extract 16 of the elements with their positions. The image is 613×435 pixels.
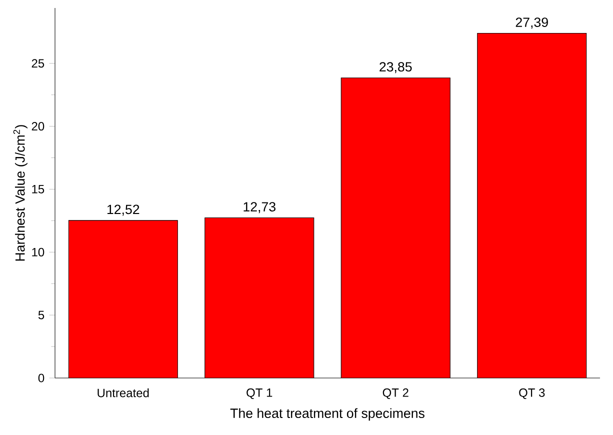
y-tick-label: 20 <box>32 122 44 131</box>
y-tick-label: 0 <box>38 374 44 382</box>
data-label: 12,52 <box>107 204 140 216</box>
y-axis-title: Hardnest Value (J/cm$^{2}$) <box>13 125 28 261</box>
data-label: 27,39 <box>516 18 548 29</box>
x-tick-label: Untreated <box>98 388 149 398</box>
y-tick-label: 15 <box>32 185 44 194</box>
x-tick-label: QT 2 <box>382 388 408 400</box>
data-label: 23,85 <box>380 62 412 74</box>
x-tick-label: QT 3 <box>519 388 545 400</box>
y-tick-label: 25 <box>32 59 44 68</box>
data-label: 12,73 <box>244 202 276 214</box>
y-tick-label: 5 <box>38 310 44 320</box>
x-tick-label: QT 1 <box>246 388 272 400</box>
x-axis-title: The heat treatment of specimens <box>230 408 424 421</box>
y-tick-label: 10 <box>32 248 44 256</box>
